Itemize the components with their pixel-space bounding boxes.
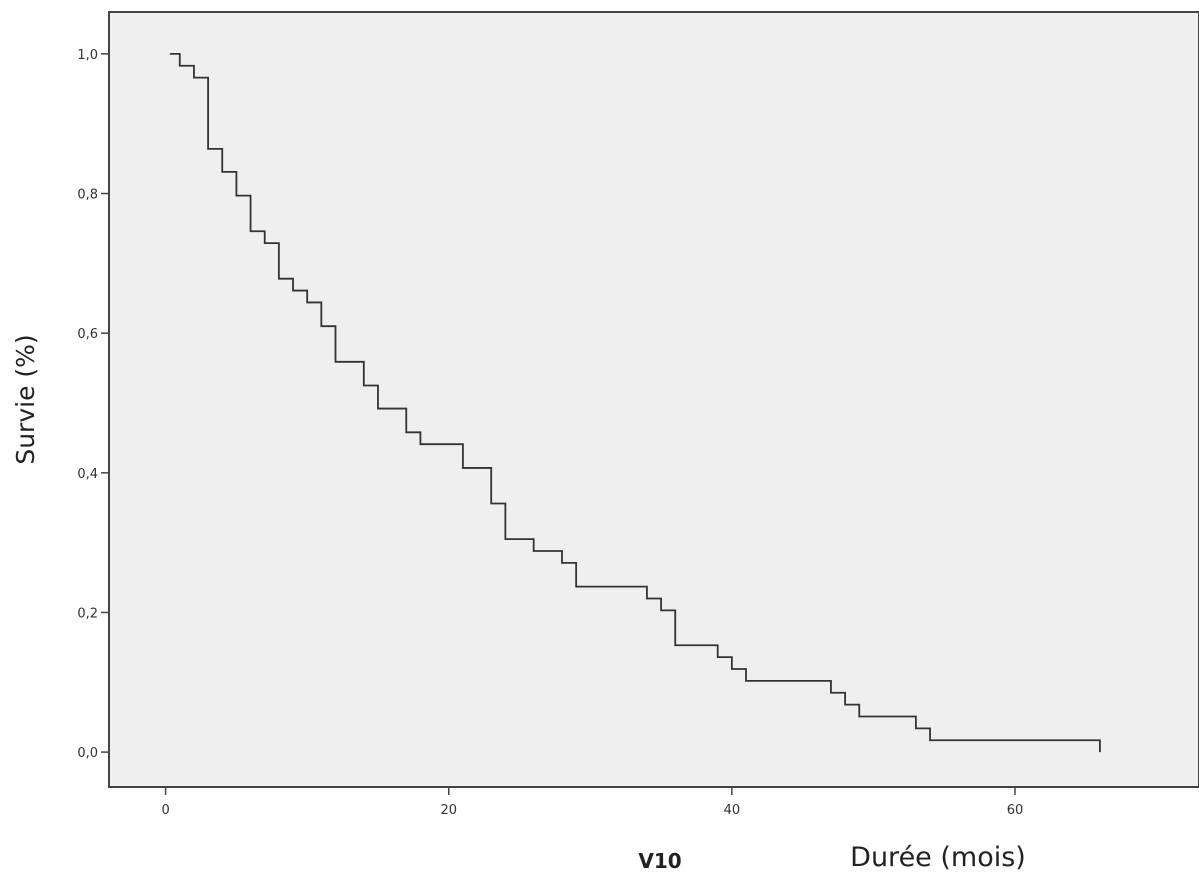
x-tick-label: 40: [724, 803, 741, 818]
y-tick-label: 0,8: [77, 188, 98, 203]
x-axis-label: Durée (mois): [850, 842, 1026, 873]
survival-curve-group: [169, 52, 1101, 753]
x-tick-label: 20: [440, 803, 457, 818]
variable-label: V10: [638, 849, 681, 873]
y-tick-label: 0,4: [77, 467, 98, 482]
x-tick-label: 0: [161, 803, 169, 818]
y-tick-label: 0,2: [77, 606, 98, 621]
y-tick-label: 0,0: [77, 746, 98, 761]
x-ticks: 0 20 40 60: [161, 787, 1023, 818]
y-tick-label: 1,0: [77, 48, 98, 63]
x-tick-label: 60: [1007, 803, 1024, 818]
y-tick-label: 0,6: [77, 327, 98, 342]
y-ticks: 0,0 0,2 0,4 0,6 0,8 1,0: [77, 48, 109, 761]
y-axis-label: Survie (%): [11, 334, 40, 464]
survival-step-line: [169, 52, 1101, 753]
plot-area: [108, 11, 1199, 788]
